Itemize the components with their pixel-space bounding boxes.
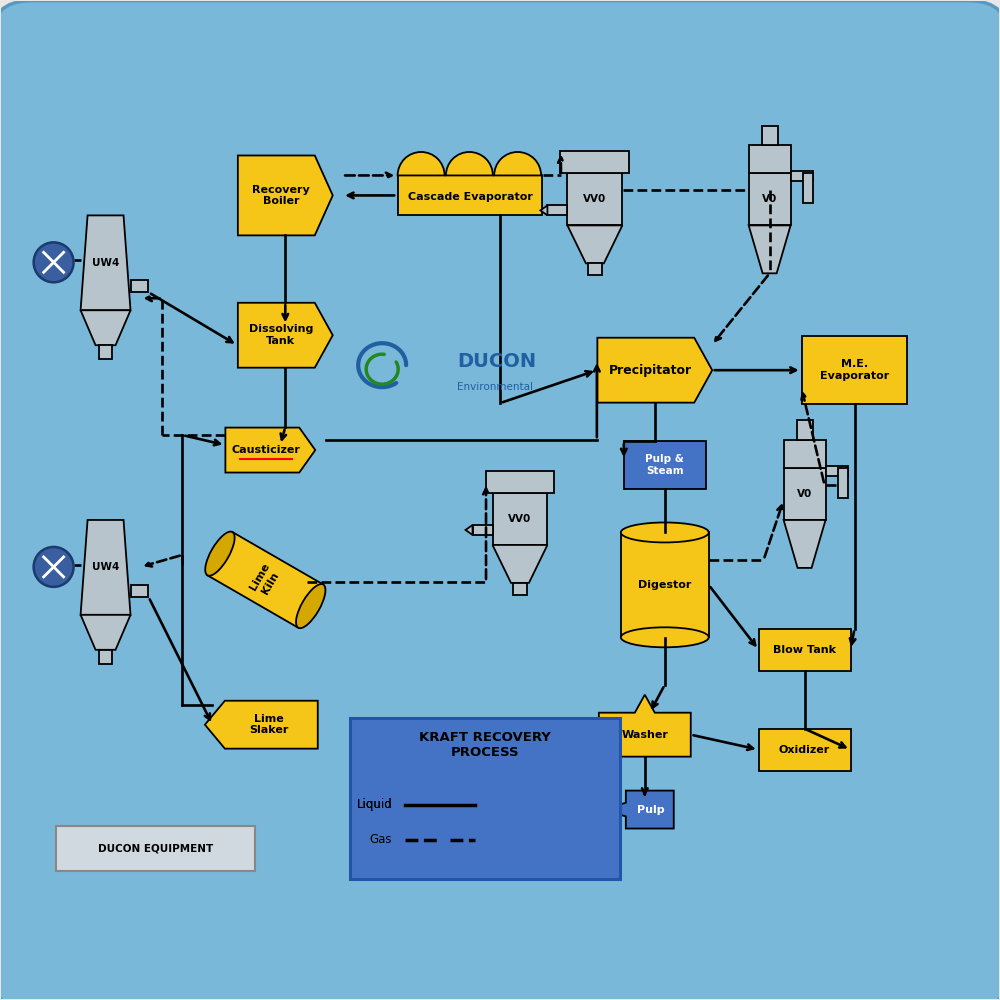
FancyBboxPatch shape (749, 145, 791, 173)
FancyBboxPatch shape (99, 345, 112, 359)
Polygon shape (560, 151, 629, 173)
Text: Pulp: Pulp (637, 805, 665, 815)
FancyBboxPatch shape (749, 173, 791, 225)
FancyBboxPatch shape (797, 420, 813, 440)
Polygon shape (784, 520, 826, 568)
Text: Liquid: Liquid (356, 798, 392, 811)
Polygon shape (225, 428, 315, 473)
FancyBboxPatch shape (838, 468, 848, 498)
Text: Recovery
Boiler: Recovery Boiler (252, 185, 310, 206)
Polygon shape (466, 525, 473, 535)
Polygon shape (81, 215, 131, 310)
Text: VV0: VV0 (508, 514, 532, 524)
FancyBboxPatch shape (350, 718, 620, 879)
FancyBboxPatch shape (398, 175, 542, 215)
Text: Causticizer: Causticizer (232, 445, 301, 455)
Text: Blow Tank: Blow Tank (773, 645, 836, 655)
FancyBboxPatch shape (99, 650, 112, 664)
Polygon shape (205, 701, 318, 749)
Polygon shape (602, 791, 674, 829)
FancyBboxPatch shape (784, 440, 826, 468)
FancyBboxPatch shape (802, 336, 907, 404)
FancyBboxPatch shape (826, 466, 848, 476)
Wedge shape (398, 152, 445, 175)
FancyBboxPatch shape (131, 585, 148, 597)
FancyBboxPatch shape (207, 532, 323, 628)
FancyBboxPatch shape (803, 173, 813, 203)
Wedge shape (494, 152, 541, 175)
Text: Digestor: Digestor (638, 580, 691, 590)
Text: Oxidizer: Oxidizer (779, 745, 830, 755)
FancyBboxPatch shape (784, 468, 826, 520)
Polygon shape (749, 225, 791, 273)
Ellipse shape (621, 522, 709, 542)
FancyBboxPatch shape (131, 280, 148, 292)
Text: Lime
Slaker: Lime Slaker (250, 714, 289, 735)
FancyBboxPatch shape (759, 729, 851, 771)
Text: Washer: Washer (621, 730, 668, 740)
Polygon shape (597, 338, 712, 403)
Text: V0: V0 (762, 194, 777, 204)
Text: Environmental: Environmental (457, 382, 533, 392)
Text: Lime
Kiln: Lime Kiln (249, 562, 282, 598)
Ellipse shape (205, 532, 235, 576)
Text: UW4: UW4 (92, 562, 119, 572)
FancyBboxPatch shape (473, 525, 493, 535)
Polygon shape (81, 310, 131, 345)
Polygon shape (599, 695, 691, 757)
FancyBboxPatch shape (624, 441, 706, 489)
Circle shape (34, 242, 74, 282)
FancyBboxPatch shape (791, 171, 813, 181)
Text: Liquid: Liquid (356, 798, 392, 811)
Text: UW4: UW4 (92, 258, 119, 268)
Polygon shape (238, 155, 333, 235)
FancyBboxPatch shape (493, 493, 547, 545)
Polygon shape (567, 225, 622, 263)
Text: Pulp &
Steam: Pulp & Steam (645, 454, 684, 476)
Text: Gas: Gas (370, 833, 392, 846)
FancyBboxPatch shape (762, 126, 778, 145)
Text: KRAFT RECOVERY
PROCESS: KRAFT RECOVERY PROCESS (419, 731, 551, 759)
Text: DUCON EQUIPMENT: DUCON EQUIPMENT (98, 844, 213, 854)
Text: VV0: VV0 (583, 194, 606, 204)
FancyBboxPatch shape (56, 826, 255, 871)
Polygon shape (493, 545, 547, 583)
Circle shape (34, 547, 74, 587)
Text: M.E.
Evaporator: M.E. Evaporator (820, 359, 889, 381)
FancyBboxPatch shape (547, 205, 567, 215)
Text: Dissolving
Tank: Dissolving Tank (249, 324, 313, 346)
Polygon shape (81, 520, 131, 615)
Polygon shape (540, 205, 547, 215)
Text: Cascade Evaporator: Cascade Evaporator (408, 192, 532, 202)
FancyBboxPatch shape (513, 583, 527, 595)
Text: DUCON: DUCON (457, 352, 536, 371)
Text: Precipitator: Precipitator (609, 364, 692, 377)
Polygon shape (238, 303, 333, 368)
FancyBboxPatch shape (759, 629, 851, 671)
Text: V0: V0 (797, 489, 812, 499)
Ellipse shape (621, 627, 709, 647)
Wedge shape (446, 152, 493, 175)
Polygon shape (486, 471, 554, 493)
FancyBboxPatch shape (588, 263, 602, 275)
Ellipse shape (296, 584, 325, 628)
Polygon shape (81, 615, 131, 650)
FancyBboxPatch shape (621, 532, 709, 637)
FancyBboxPatch shape (567, 173, 622, 225)
